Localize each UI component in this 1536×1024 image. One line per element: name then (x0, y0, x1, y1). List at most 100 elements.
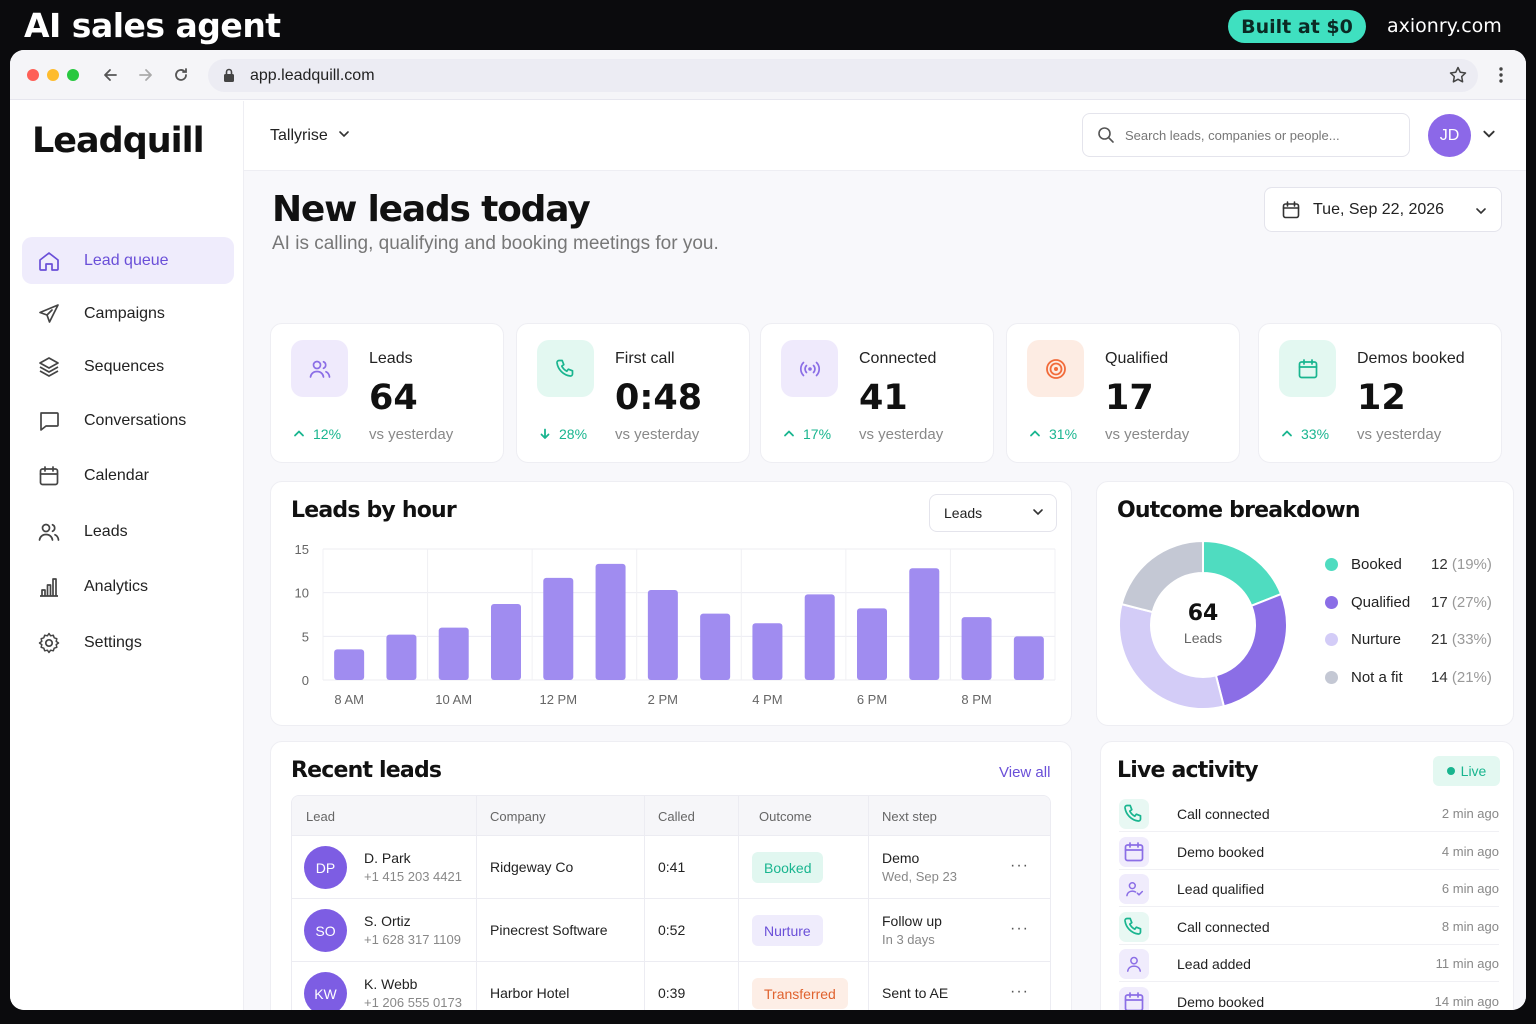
workspace-name: Tallyrise (270, 127, 328, 144)
arrow-up-icon (1029, 428, 1041, 440)
column-header: Outcome (759, 809, 812, 824)
chat-icon (36, 408, 62, 434)
bar[interactable] (752, 623, 783, 680)
donut-slice-booked[interactable] (1202, 539, 1283, 608)
activity-item[interactable]: Lead added 11 min ago (1119, 945, 1499, 983)
activity-label: Demo booked (1177, 843, 1265, 860)
activity-item[interactable]: Call connected 2 min ago (1119, 795, 1499, 832)
activity-item[interactable]: Call connected 8 min ago (1119, 908, 1499, 945)
more-options-icon[interactable]: ··· (1010, 983, 1029, 1000)
sidebar-item-leads[interactable]: Leads (22, 508, 234, 555)
chevron-down-icon (1032, 505, 1044, 521)
page-title: New leads today (272, 189, 591, 230)
bar[interactable] (438, 627, 469, 680)
main-content: Tallyrise Search leads, companies or peo… (244, 101, 1526, 1010)
live-dot-icon (1446, 767, 1455, 775)
legend-swatch (1325, 632, 1338, 646)
legend-item: Qualified 17 (27%) (1325, 592, 1505, 612)
live-activity-title: Live activity (1117, 758, 1259, 783)
activity-item[interactable]: Demo booked 14 min ago (1119, 983, 1499, 1010)
layers-icon (36, 354, 62, 380)
more-options-icon[interactable]: ··· (1010, 920, 1029, 937)
donut-slice-not-a-fit[interactable] (1120, 539, 1204, 614)
more-options-icon[interactable]: ··· (1010, 857, 1029, 874)
company-cell: Pinecrest Software (490, 922, 608, 938)
live-label: Live (1460, 763, 1487, 779)
date-picker[interactable]: Tue, Sep 22, 2026 (1264, 187, 1502, 232)
user-check-icon (1119, 874, 1149, 905)
sidebar-item-calendar[interactable]: Calendar (22, 452, 234, 499)
chart-metric-value: Leads (944, 505, 983, 521)
donut-slice-nurture[interactable] (1118, 602, 1226, 710)
y-tick-label: 15 (295, 542, 309, 557)
url-text: app.leadquill.com (250, 66, 375, 84)
activity-item[interactable]: Lead qualified 6 min ago (1119, 870, 1499, 908)
user-avatar[interactable]: JD (1428, 114, 1471, 157)
outcome-badge: Nurture (752, 915, 823, 946)
workspace-switcher[interactable]: Tallyrise (270, 127, 350, 145)
back-icon[interactable] (98, 62, 124, 88)
outcome-badge: Transferred (752, 978, 848, 1009)
stat-delta-value: 17% (803, 426, 832, 442)
x-tick-label: 8 PM (961, 692, 991, 707)
calendar-icon (1119, 987, 1149, 1010)
activity-item[interactable]: Demo booked 4 min ago (1119, 833, 1499, 870)
table-row[interactable]: DP D. Park +1 415 203 4421 Ridgeway Co 0… (292, 836, 1050, 899)
calendar-icon (1119, 836, 1149, 867)
stat-delta-value: 33% (1301, 426, 1330, 442)
stat-label: Qualified (1105, 350, 1169, 367)
company-cell: Harbor Hotel (490, 985, 570, 1001)
phone-icon (537, 340, 594, 397)
sidebar-item-sequences[interactable]: Sequences (22, 343, 234, 390)
activity-label: Call connected (1177, 806, 1270, 822)
address-bar[interactable]: app.leadquill.com (208, 59, 1478, 92)
target-icon (1027, 340, 1084, 397)
maximize-window-button[interactable] (67, 69, 79, 81)
sidebar-item-campaigns[interactable]: Campaigns (22, 290, 234, 337)
bar[interactable] (857, 608, 887, 680)
stat-delta: 31% (1029, 426, 1077, 442)
bar[interactable] (334, 649, 365, 680)
sidebar-item-lead-queue[interactable]: Lead queue (22, 237, 234, 284)
activity-time: 11 min ago (1435, 956, 1499, 972)
view-all-link[interactable]: View all (999, 764, 1051, 781)
bar[interactable] (804, 594, 835, 680)
stat-delta: 28% (539, 426, 587, 442)
activity-time: 6 min ago (1441, 881, 1499, 897)
arrow-down-icon (539, 428, 551, 440)
gear-icon (36, 630, 62, 656)
sidebar-item-settings[interactable]: Settings (22, 619, 234, 666)
bar[interactable] (647, 590, 678, 680)
table-row[interactable]: KW K. Webb +1 206 555 0173 Harbor Hotel … (292, 962, 1050, 1010)
bar[interactable] (700, 613, 731, 680)
called-cell: 0:41 (658, 859, 686, 875)
bar[interactable] (491, 604, 521, 680)
browser-menu-icon[interactable] (1488, 62, 1514, 88)
bar[interactable] (595, 563, 626, 680)
table-row[interactable]: SO S. Ortiz +1 628 317 1109 Pinecrest So… (292, 899, 1050, 962)
account-chevron-down-icon[interactable] (1482, 127, 1496, 146)
sidebar-item-analytics[interactable]: Analytics (22, 563, 234, 610)
bar[interactable] (386, 634, 417, 680)
bar[interactable] (1013, 636, 1044, 680)
bookmark-star-icon[interactable] (1448, 65, 1468, 90)
activity-label: Lead qualified (1177, 881, 1265, 898)
legend-value: 17 (27%) (1431, 593, 1492, 611)
home-icon (36, 248, 62, 274)
legend-swatch (1325, 595, 1338, 609)
bar[interactable] (543, 577, 574, 680)
stat-value: 12 (1357, 378, 1406, 418)
forward-icon[interactable] (132, 62, 158, 88)
close-window-button[interactable] (27, 69, 39, 81)
bar[interactable] (961, 617, 992, 680)
calendar-icon (1281, 200, 1301, 220)
reload-icon[interactable] (168, 62, 194, 88)
chart-metric-select[interactable]: Leads (929, 494, 1057, 532)
bar[interactable] (909, 568, 940, 680)
minimize-window-button[interactable] (47, 69, 59, 81)
search-placeholder: Search leads, companies or people... (1125, 127, 1340, 143)
user-icon (1119, 949, 1149, 980)
stat-label: First call (615, 350, 675, 367)
search-input[interactable]: Search leads, companies or people... (1082, 113, 1410, 157)
sidebar-item-conversations[interactable]: Conversations (22, 397, 234, 444)
